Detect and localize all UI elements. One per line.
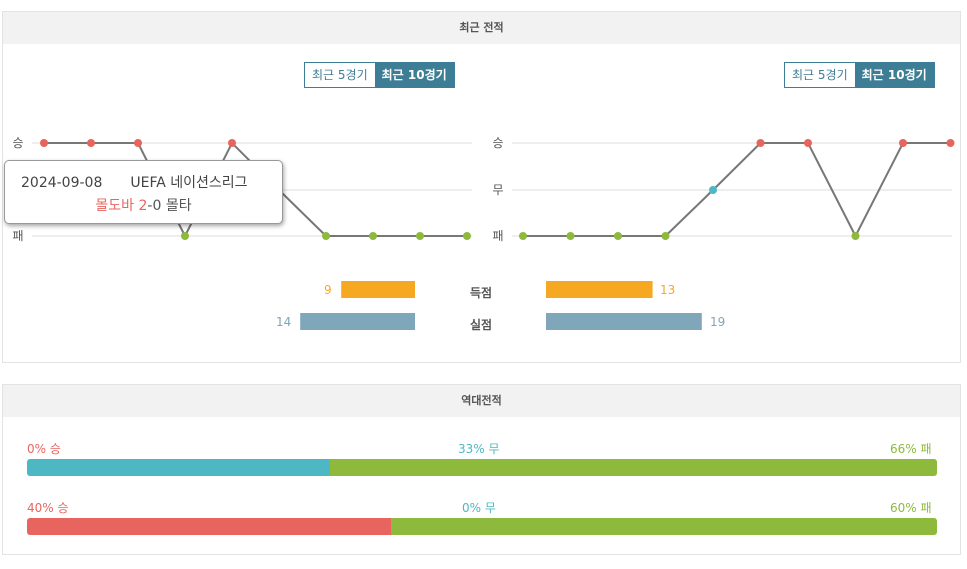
left-form-point-8[interactable]	[416, 232, 424, 240]
left-form-point-6[interactable]	[322, 232, 330, 240]
tooltip-home-score: 2	[138, 198, 148, 214]
left-form-point-9[interactable]	[463, 232, 471, 240]
left-form-point-1[interactable]	[87, 139, 95, 147]
h2h-row1-win-label: 0% 승	[27, 442, 61, 456]
left-form-point-2[interactable]	[134, 139, 142, 147]
tab-recent-10-right[interactable]: 최근 10경기	[854, 63, 934, 87]
left-form-point-0[interactable]	[40, 139, 48, 147]
h2h-row2-draw-label: 0% 무	[462, 501, 496, 515]
left-form-point-7[interactable]	[369, 232, 377, 240]
right-form-point-0[interactable]	[519, 232, 527, 240]
tab-recent-5-left[interactable]: 최근 5경기	[305, 63, 375, 87]
tab-recent-10-left[interactable]: 최근 10경기	[374, 63, 454, 87]
left-form-point-4[interactable]	[228, 139, 236, 147]
conceded-right-bar	[546, 313, 702, 330]
match-tooltip: 2024-09-08 UEFA 네이션스리그 몰도바 2-0 몰타	[4, 160, 283, 224]
left-y-label-2: 패	[12, 229, 23, 243]
conceded-label: 실점	[469, 318, 493, 332]
tooltip-away-score: 0	[152, 198, 162, 214]
right-y-label-0: 승	[492, 136, 503, 150]
tabs-left: 최근 5경기 최근 10경기	[304, 62, 455, 88]
right-form-point-2[interactable]	[614, 232, 622, 240]
h2h-row1-draw-label: 33% 무	[458, 442, 500, 456]
h2h-title: 역대전적	[3, 385, 960, 417]
goals-left-value: 9	[324, 283, 332, 297]
tooltip-away-team: 몰타	[165, 198, 192, 214]
right-form-line	[523, 142, 951, 239]
h2h-row1-draw-segment	[27, 459, 331, 476]
h2h-row1-loss-segment	[330, 459, 937, 476]
h2h-row1-loss-label: 66% 패	[890, 442, 932, 456]
tooltip-score-separator: -	[147, 198, 153, 214]
recent-form-title: 최근 전적	[3, 12, 960, 44]
conceded-left-value: 14	[276, 315, 292, 329]
h2h-row2-bar	[27, 518, 937, 535]
tab-recent-5-right[interactable]: 최근 5경기	[785, 63, 855, 87]
right-form-point-7[interactable]	[851, 232, 860, 240]
right-y-label-1: 무	[492, 183, 503, 197]
right-form-point-1[interactable]	[566, 232, 575, 240]
goals-left-bar	[341, 281, 415, 298]
conceded-right-value: 19	[710, 315, 726, 329]
goals-right-bar	[546, 281, 653, 298]
goals-label: 득점	[469, 286, 493, 300]
right-form-point-8[interactable]	[899, 139, 907, 147]
right-form-point-6[interactable]	[804, 139, 812, 147]
tabs-right: 최근 5경기 최근 10경기	[784, 62, 935, 88]
right-form-point-4[interactable]	[709, 186, 717, 194]
right-y-label-2: 패	[492, 229, 503, 243]
h2h-row2-win-segment	[27, 518, 391, 535]
goals-right-value: 13	[660, 283, 676, 297]
tooltip-date: 2024-09-08	[21, 175, 103, 191]
right-form-point-9[interactable]	[946, 139, 955, 147]
left-y-label-0: 승	[12, 136, 23, 150]
h2h-row2-loss-label: 60% 패	[890, 501, 932, 515]
right-form-point-3[interactable]	[661, 232, 670, 240]
tooltip-home-team: 몰도바	[95, 198, 135, 214]
tooltip-competition: UEFA 네이션스리그	[130, 175, 248, 191]
h2h-row1-bar	[27, 459, 937, 476]
conceded-left-bar	[300, 313, 415, 330]
left-form-point-3[interactable]	[181, 232, 189, 240]
h2h-row2-loss-segment	[391, 518, 937, 535]
right-form-point-5[interactable]	[756, 139, 765, 147]
h2h-row2-win-label: 40% 승	[27, 501, 69, 515]
